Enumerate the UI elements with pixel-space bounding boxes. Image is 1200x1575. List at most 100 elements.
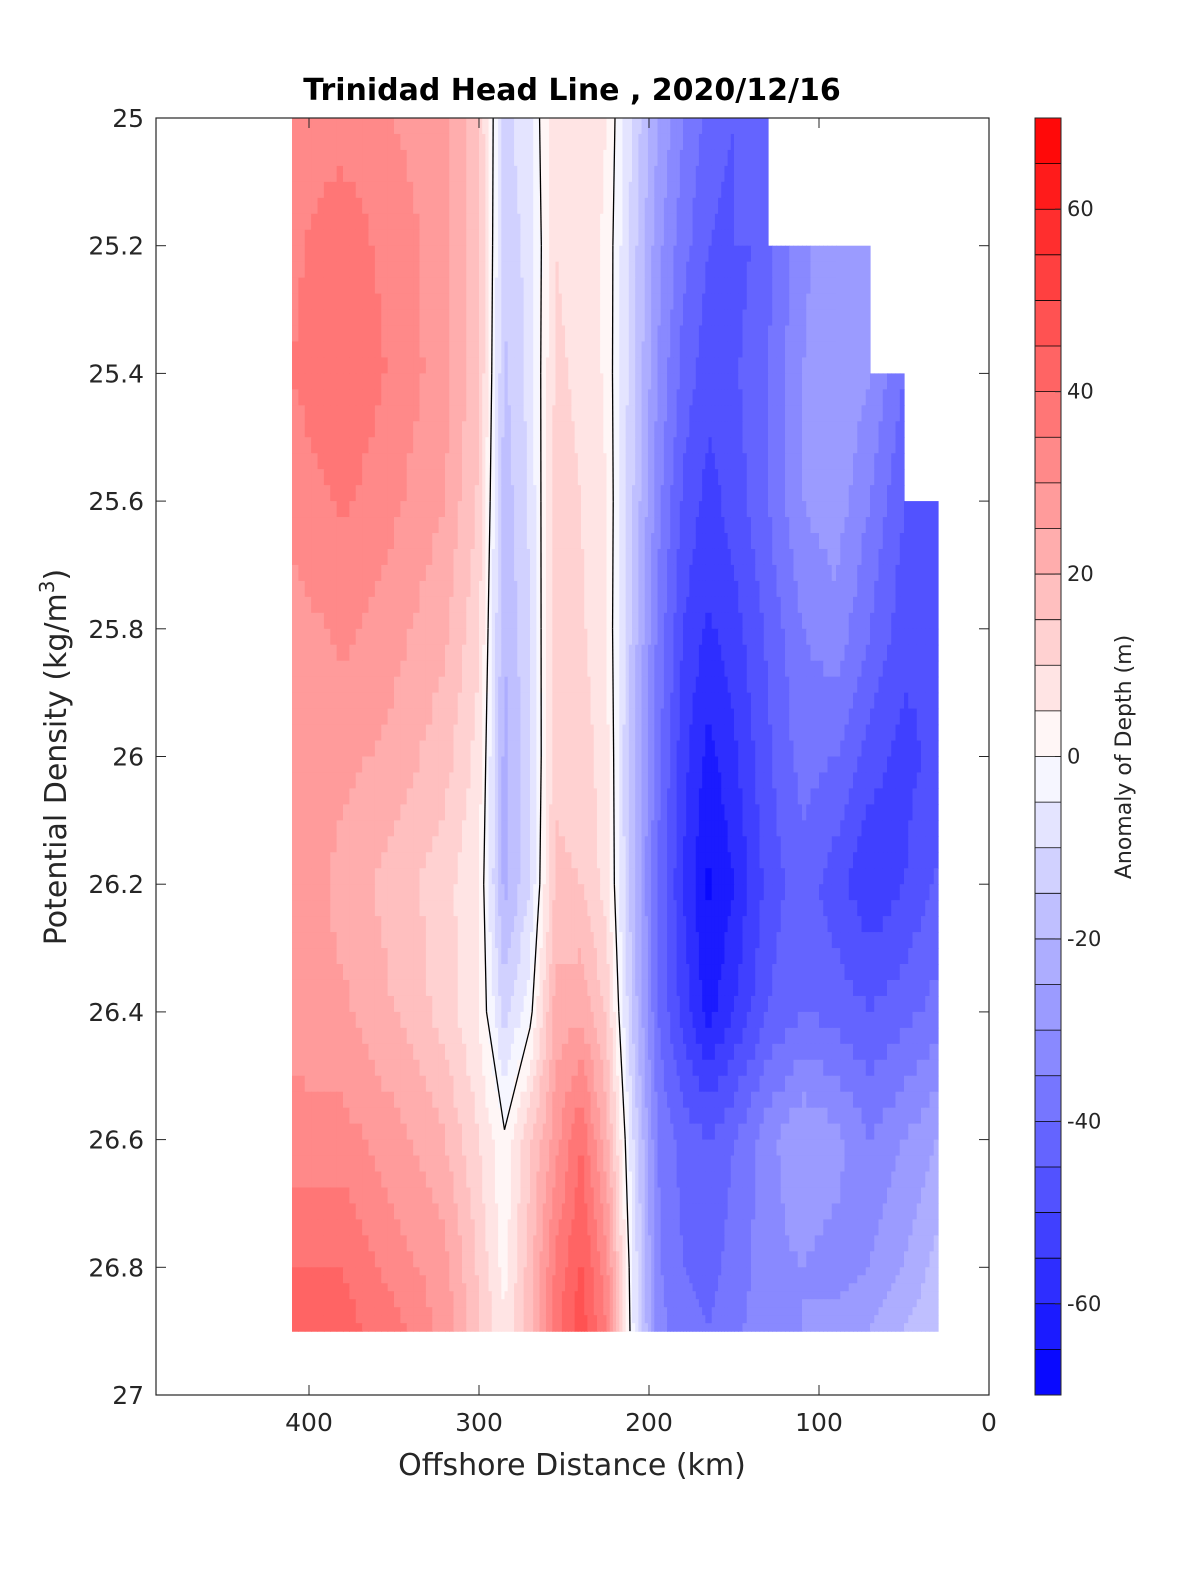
contour-cell bbox=[785, 373, 790, 390]
contour-cell bbox=[292, 214, 299, 231]
contour-cell bbox=[439, 182, 446, 199]
contour-cell bbox=[471, 278, 476, 295]
contour-cell bbox=[305, 389, 312, 406]
contour-cell bbox=[454, 150, 459, 167]
contour-cell bbox=[806, 405, 811, 422]
contour-cell bbox=[798, 453, 803, 470]
contour-cell bbox=[426, 357, 433, 374]
contour-cell bbox=[305, 549, 312, 566]
contour-cell bbox=[862, 597, 867, 614]
contour-cell bbox=[794, 469, 799, 486]
contour-cell bbox=[445, 501, 450, 518]
contour-cell bbox=[454, 373, 459, 390]
contour-cell bbox=[466, 725, 471, 742]
contour-cell bbox=[789, 310, 794, 327]
contour-cell bbox=[369, 389, 376, 406]
contour-cell bbox=[845, 485, 850, 502]
contour-cell bbox=[874, 581, 879, 598]
contour-cell bbox=[394, 693, 401, 710]
contour-cell bbox=[798, 405, 803, 422]
contour-cell bbox=[292, 613, 299, 630]
contour-cell bbox=[445, 437, 450, 454]
contour-cell bbox=[400, 693, 407, 710]
contour-cell bbox=[369, 198, 376, 215]
contour-cell bbox=[879, 581, 884, 598]
contour-cell bbox=[292, 453, 299, 470]
contour-cell bbox=[870, 581, 875, 598]
contour-cell bbox=[381, 389, 388, 406]
contour-cell bbox=[798, 437, 803, 454]
contour-cell bbox=[432, 741, 439, 758]
contour-cell bbox=[823, 326, 828, 343]
contour-cell bbox=[900, 405, 905, 422]
contour-cell bbox=[426, 262, 433, 279]
contour-cell bbox=[381, 166, 388, 183]
contour-cell bbox=[292, 150, 299, 167]
contour-cell bbox=[298, 341, 305, 358]
contour-cell bbox=[798, 501, 803, 518]
contour-cell bbox=[743, 485, 748, 502]
contour-cell bbox=[337, 597, 344, 614]
contour-cell bbox=[324, 485, 331, 502]
contour-cell bbox=[802, 373, 807, 390]
contour-cell bbox=[764, 294, 769, 311]
contour-cell bbox=[432, 709, 439, 726]
contour-cell bbox=[475, 389, 480, 406]
contour-cell bbox=[471, 741, 476, 758]
contour-cell bbox=[836, 485, 841, 502]
contour-cell bbox=[866, 373, 871, 390]
contour-cell bbox=[471, 118, 476, 135]
contour-cell bbox=[815, 437, 820, 454]
contour-cell bbox=[845, 549, 850, 566]
contour-cell bbox=[772, 533, 777, 550]
contour-cell bbox=[781, 262, 786, 279]
contour-cell bbox=[806, 533, 811, 550]
contour-cell bbox=[862, 485, 867, 502]
contour-cell bbox=[407, 501, 414, 518]
contour-cell bbox=[420, 613, 427, 630]
contour-cell bbox=[743, 469, 748, 486]
contour-cell bbox=[811, 613, 816, 630]
contour-cell bbox=[832, 326, 837, 343]
contour-cell bbox=[449, 581, 454, 598]
contour-cell bbox=[764, 357, 769, 374]
contour-cell bbox=[475, 150, 480, 167]
contour-cell bbox=[755, 485, 760, 502]
contour-cell bbox=[734, 341, 739, 358]
contour-cell bbox=[349, 693, 356, 710]
contour-cell bbox=[454, 341, 459, 358]
contour-cell bbox=[896, 597, 901, 614]
contour-cell bbox=[400, 517, 407, 534]
contour-cell bbox=[747, 373, 752, 390]
contour-cell bbox=[815, 341, 820, 358]
contour-cell bbox=[862, 565, 867, 582]
contour-cell bbox=[883, 581, 888, 598]
contour-cell bbox=[781, 294, 786, 311]
contour-cell bbox=[862, 501, 867, 518]
contour-cell bbox=[292, 629, 299, 646]
contour-cell bbox=[772, 437, 777, 454]
contour-cell bbox=[394, 310, 401, 327]
contour-cell bbox=[369, 373, 376, 390]
contour-cell bbox=[369, 581, 376, 598]
contour-cell bbox=[388, 198, 395, 215]
contour-cell bbox=[349, 405, 356, 422]
contour-cell bbox=[870, 533, 875, 550]
contour-cell bbox=[785, 469, 790, 486]
contour-cell bbox=[815, 501, 820, 518]
contour-cell bbox=[772, 278, 777, 295]
contour-cell bbox=[324, 661, 331, 678]
contour-cell bbox=[755, 613, 760, 630]
contour-cell bbox=[751, 326, 756, 343]
contour-cell bbox=[337, 485, 344, 502]
contour-cell bbox=[388, 453, 395, 470]
contour-cell bbox=[836, 405, 841, 422]
contour-cell bbox=[819, 501, 824, 518]
contour-cell bbox=[420, 373, 427, 390]
contour-cell bbox=[292, 501, 299, 518]
contour-cell bbox=[755, 437, 760, 454]
contour-cell bbox=[356, 198, 363, 215]
contour-cell bbox=[874, 517, 879, 534]
contour-cell bbox=[349, 278, 356, 295]
contour-cell bbox=[426, 549, 433, 566]
